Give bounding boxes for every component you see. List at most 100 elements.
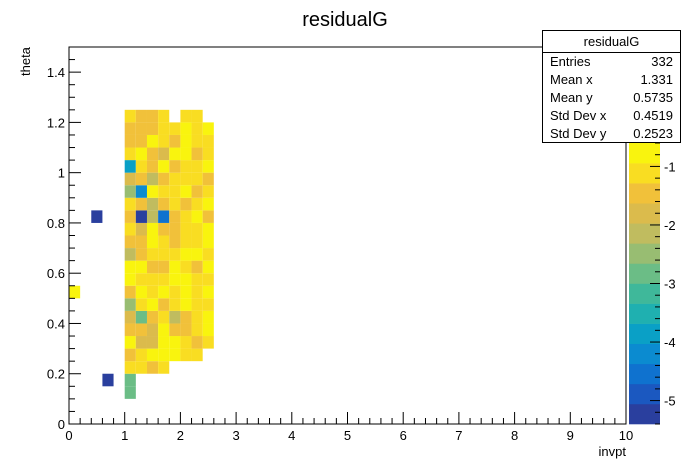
heatmap-bin [180,323,192,337]
stats-row-std-x: Std Dev x 0.4519 [543,107,680,125]
stats-value: 0.2523 [633,126,673,141]
y-tick-label: 1.2 [47,115,65,130]
heatmap-bin [180,310,192,324]
heatmap-bin [191,160,203,173]
heatmap-bin [135,172,147,186]
heatmap-bin [135,285,147,299]
heatmap-bin [146,298,159,311]
heatmap-bin [180,348,192,362]
heatmap-bin [191,235,203,249]
heatmap-bin [180,197,192,211]
heatmap-bin [169,222,181,236]
heatmap-bin [135,260,147,274]
x-tick-label: 7 [455,428,462,443]
heatmap-bin [146,210,159,223]
heatmap-bin [158,348,170,362]
heatmap-bin [124,197,136,211]
heatmap-bin [158,122,170,135]
heatmap-bin [135,273,147,286]
heatmap-bin [191,172,203,186]
heatmap-bin [124,285,136,299]
heatmap-bin [158,298,170,311]
heatmap-bin [124,298,136,311]
heatmap-bin [202,336,214,349]
heatmap-bin [180,273,192,286]
heatmap-bin [124,147,136,161]
heatmap-bin [158,109,170,123]
color-scale-segment [629,243,660,264]
heatmap-bin [180,285,192,299]
x-tick-label: 2 [177,428,184,443]
heatmap-bin [191,122,203,135]
heatmap-bin [124,273,136,286]
heatmap-bin [202,210,214,223]
heatmap-bin [169,323,181,337]
heatmap-bin [169,147,181,161]
heatmap-bin [146,109,159,123]
heatmap-bin [180,122,192,135]
heatmap-bin [158,235,170,249]
stats-value: 0.5735 [633,90,673,105]
heatmap-bin [202,134,214,148]
heatmap-bin [180,160,192,173]
heatmap-bin [191,323,203,337]
heatmap-bin [135,122,147,135]
heatmap-bin [146,134,159,148]
stats-key: Std Dev x [550,108,607,123]
heatmap-bin [202,122,214,135]
heatmap-bin [202,185,214,198]
heatmap-bin [146,361,159,374]
stats-key: Std Dev y [550,126,607,141]
x-tick-label: 6 [400,428,407,443]
heatmap-bin [169,310,181,324]
heatmap-bin [146,285,159,299]
heatmap-bin [135,197,147,211]
heatmap-bin [91,210,103,223]
heatmap-bin [158,147,170,161]
heatmap-bin [191,197,203,211]
heatmap-bin [124,248,136,261]
heatmap-bin [169,348,181,362]
color-scale-segment [629,343,660,365]
heatmap-bin [202,172,214,186]
heatmap-bin [180,172,192,186]
color-scale-segment [629,223,660,244]
heatmap-bin [69,285,81,299]
heatmap-bin [124,222,136,236]
heatmap-bin [191,210,203,223]
x-tick-label: 4 [288,428,295,443]
color-scale-segment [629,283,660,304]
y-tick-label: 0.4 [47,316,65,331]
heatmap-bin [135,147,147,161]
heatmap-bin [146,348,159,362]
color-scale-segment [629,403,660,425]
heatmap-bin [124,310,136,324]
x-axis-label: invpt [599,444,627,459]
heatmap-bin [191,134,203,148]
heatmap-bin [158,336,170,349]
heatmap-bin [191,248,203,261]
x-tick-label: 8 [511,428,518,443]
heatmap-bin [169,336,181,349]
heatmap-bin [169,248,181,261]
x-tick-label: 10 [619,428,633,443]
heatmap-bin [202,147,214,161]
heatmap-bin [180,336,192,349]
heatmap-bin [135,160,147,173]
heatmap-bin [191,260,203,274]
stats-value: 332 [651,54,673,69]
heatmap-bin [158,222,170,236]
heatmap-bin [124,160,136,173]
stats-value: 0.4519 [633,108,673,123]
heatmap-bin [146,310,159,324]
heatmap-bin [158,185,170,198]
heatmap-bin [191,348,203,362]
heatmap-bin [180,298,192,311]
heatmap-bin [124,235,136,249]
stats-value: 1.331 [640,72,673,87]
color-scale-segment [629,303,660,324]
heatmap-bin [191,310,203,324]
heatmap-bin [124,323,136,337]
heatmap-bin [135,134,147,148]
